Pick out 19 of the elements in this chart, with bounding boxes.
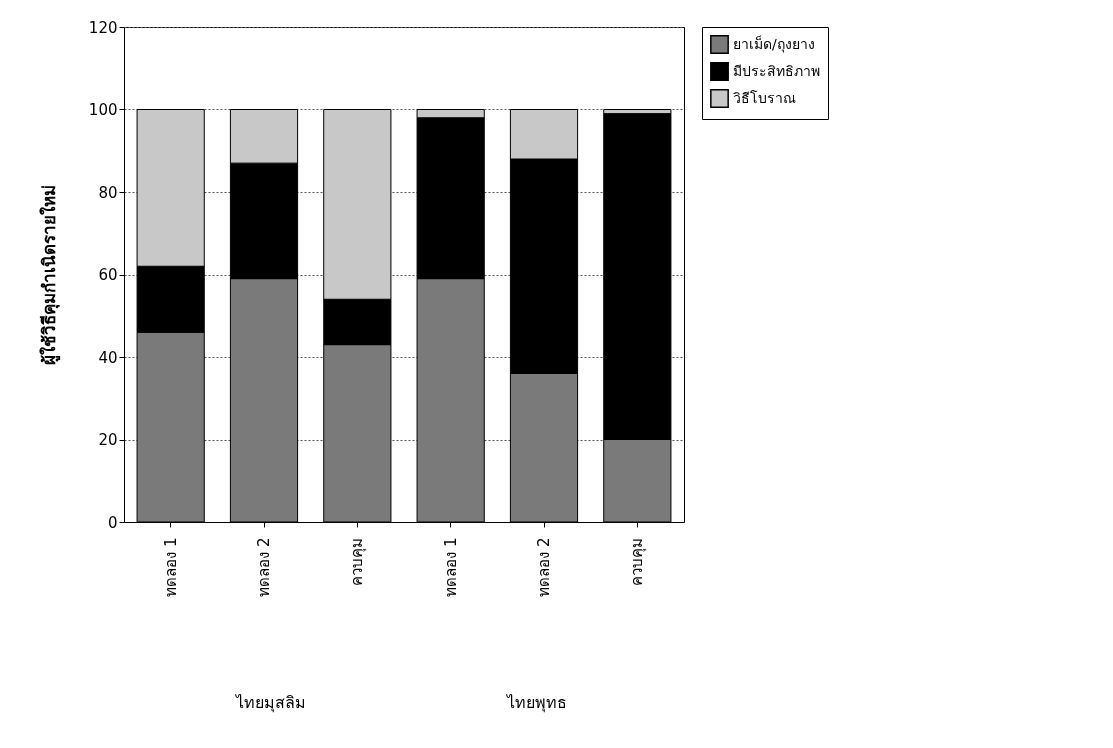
x-tick-label: ทดลอง 2: [255, 537, 273, 597]
text: ไทยพุทธ: [507, 692, 568, 715]
y-axis-title: ผู้ใช้วิธีคุมกำเนิดรายใหม่: [38, 185, 61, 365]
y-tick-label: 0: [107, 513, 118, 532]
x-tick-label: ควบคุม: [348, 537, 368, 586]
x-tick-label: ทดลอง 1: [161, 537, 180, 597]
x-tick-label: ทดลอง 1: [441, 537, 460, 597]
y-tick-label: 80: [98, 183, 118, 202]
y-tick-label: 40: [98, 348, 118, 367]
y-tick-label: 120: [88, 18, 118, 37]
x-tick-label: ทดลอง 2: [535, 537, 553, 597]
text: ไทยมุสลิม: [235, 692, 306, 715]
x-tick-label: ควบคุม: [628, 537, 648, 586]
legend-label: มีประสิทธิภาพ: [733, 62, 820, 79]
legend-label: วิธีโบราณ: [733, 89, 796, 106]
y-tick-label: 100: [88, 101, 118, 119]
y-tick-label: 20: [98, 431, 118, 449]
legend-label: ยาเม็ด/ถุงยาง: [733, 34, 815, 53]
y-tick-label: 60: [98, 266, 118, 284]
